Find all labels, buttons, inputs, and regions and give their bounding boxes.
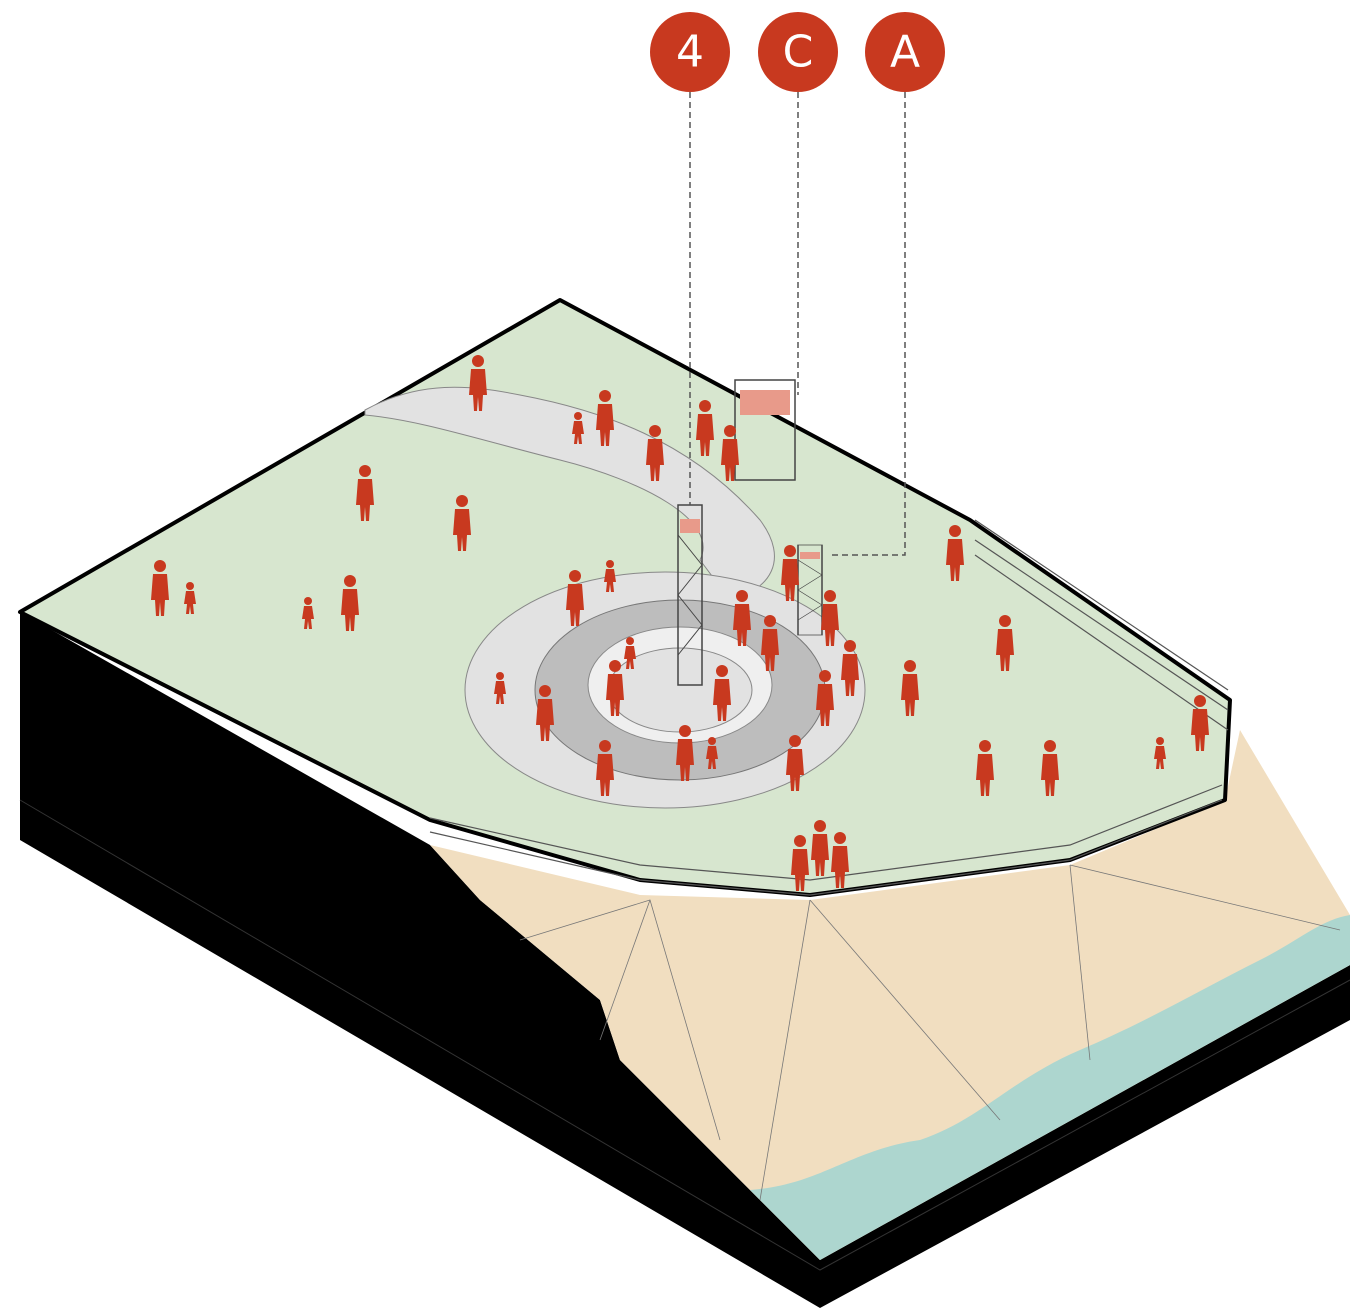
label: C [783,27,814,78]
leader-lines [689,92,906,556]
label-badge [758,12,838,92]
label: A [890,27,920,78]
block-side [20,612,1350,1308]
cliff [430,730,1350,1260]
block-edge [19,799,1350,1271]
label-badge [650,12,730,92]
fence [429,519,1229,896]
label: 4 [676,27,704,78]
label-badge [865,12,945,92]
water [750,915,1350,1260]
cliff-lines [519,864,1341,1201]
